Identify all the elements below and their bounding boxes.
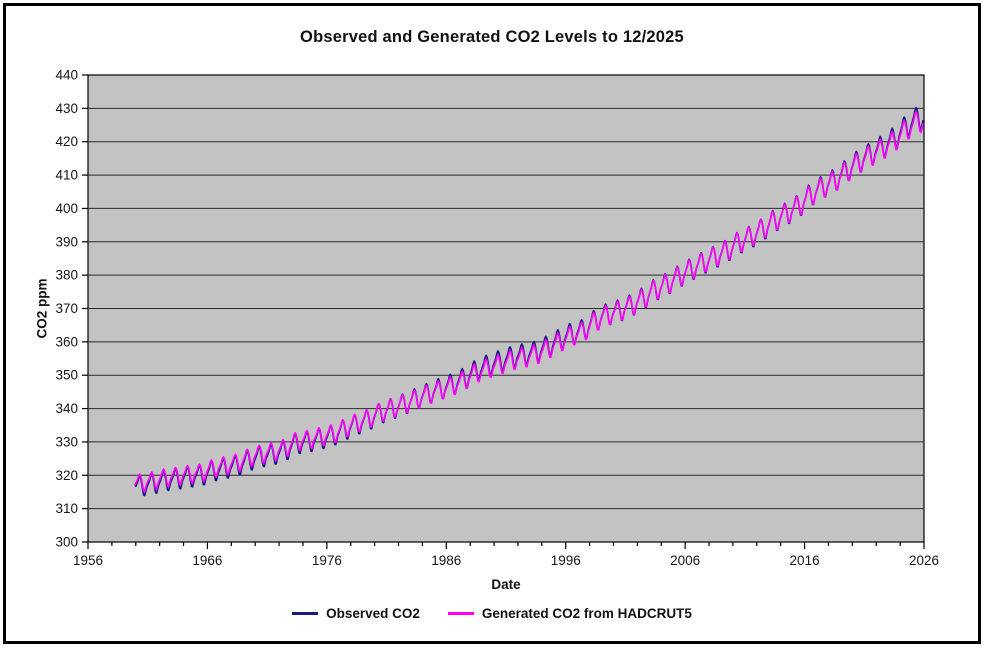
legend-label-observed: Observed CO2 <box>326 606 420 621</box>
legend-item-observed: Observed CO2 <box>292 606 420 621</box>
chart-frame: Observed and Generated CO2 Levels to 12/… <box>3 3 981 644</box>
chart-plot-svg: 300 310 320 330 340 350 360 370 380 390 400 410 420 4… <box>55 68 939 569</box>
x-tick-label: 2016 <box>790 553 820 568</box>
y-tick-label: 300 <box>55 535 78 550</box>
y-tick-label: 340 <box>55 401 78 416</box>
x-tick-label: 1956 <box>73 553 103 568</box>
y-tick-label: 410 <box>55 168 78 183</box>
series-line-generated <box>133 110 924 493</box>
y-tick-label: 350 <box>55 368 78 383</box>
x-tick-label: 2006 <box>670 553 700 568</box>
x-tick-label: 1986 <box>431 553 461 568</box>
x-tick-label: 2026 <box>909 553 939 568</box>
x-tick-label: 1966 <box>192 553 222 568</box>
y-tick-label: 360 <box>55 334 78 349</box>
observed-co2-line-swatch <box>292 612 319 615</box>
y-tick-label: 430 <box>55 101 78 116</box>
y-axis-title: CO2 ppm <box>34 278 50 339</box>
y-tick-label: 370 <box>55 301 78 316</box>
y-tick-label: 420 <box>55 134 78 149</box>
chart-title: Observed and Generated CO2 Levels to 12/… <box>300 28 684 46</box>
y-tick-label: 310 <box>55 501 78 516</box>
x-axis-title: Date <box>491 577 521 592</box>
y-tick-label: 330 <box>55 434 78 449</box>
legend: Observed CO2 Generated CO2 from HADCRUT5 <box>6 606 978 621</box>
generated-co2-line-swatch <box>447 612 474 615</box>
y-tick-label: 390 <box>55 234 78 249</box>
y-tick-label: 380 <box>55 268 78 283</box>
x-tick-label: 1976 <box>312 553 342 568</box>
y-tick-label: 440 <box>55 68 78 83</box>
y-tick-label: 320 <box>55 468 78 483</box>
y-tick-label: 400 <box>55 201 78 216</box>
x-tick-label: 1996 <box>551 553 581 568</box>
legend-label-generated: Generated CO2 from HADCRUT5 <box>481 606 692 621</box>
legend-item-generated: Generated CO2 from HADCRUT5 <box>447 606 692 621</box>
